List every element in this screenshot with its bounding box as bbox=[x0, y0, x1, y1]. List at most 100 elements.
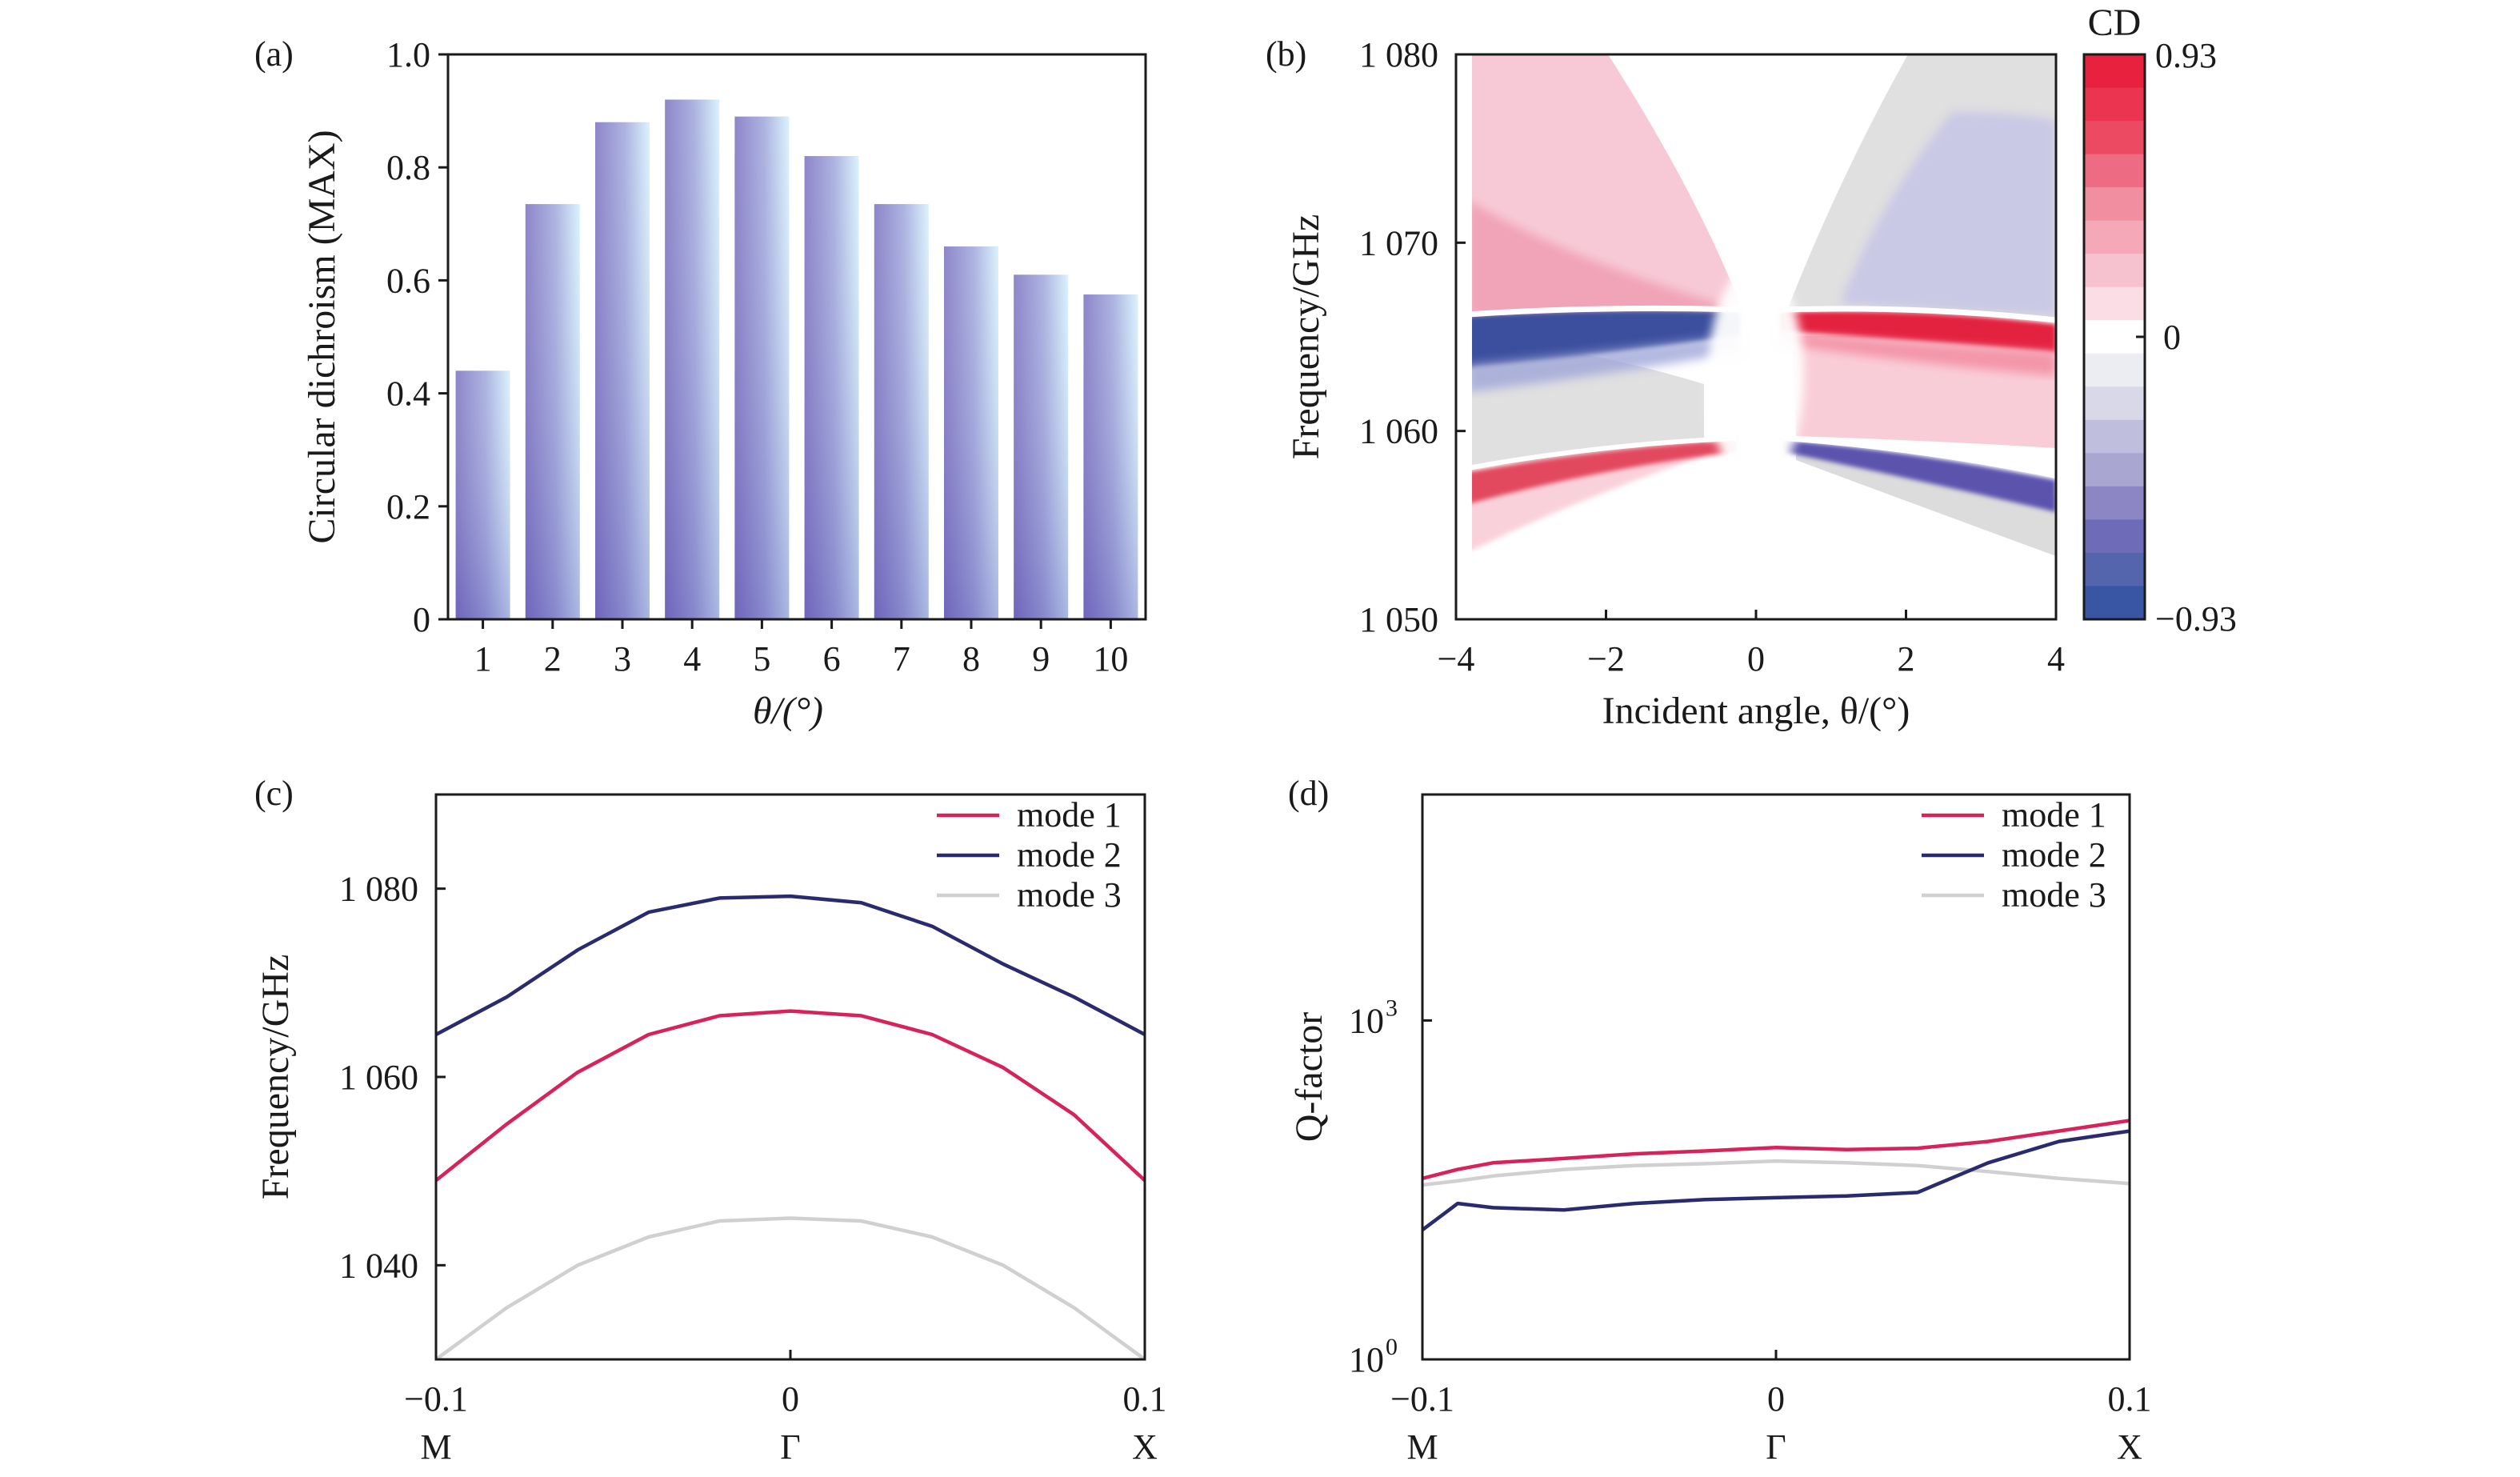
xtick-label: −4 bbox=[1438, 639, 1475, 678]
panel-a-xlabel: θ/(°) bbox=[753, 690, 823, 732]
ytick-label: 1 050 bbox=[1359, 600, 1438, 639]
xtick-label: 2 bbox=[1898, 639, 1915, 678]
colorbar-max-label: 0.93 bbox=[2155, 36, 2217, 75]
upper-arc-right bbox=[1778, 306, 2056, 323]
legend-label: mode 1 bbox=[2002, 795, 2106, 835]
colorbar-step bbox=[2084, 486, 2145, 521]
bar-shade-7 bbox=[874, 204, 929, 620]
ytick-label: 0.8 bbox=[386, 148, 430, 187]
line-mode-1 bbox=[434, 1009, 1146, 1183]
colorbar-step bbox=[2084, 320, 2145, 354]
xtick-label: 5 bbox=[753, 639, 770, 678]
ytick-label: 0.6 bbox=[386, 261, 430, 300]
xtick-label: 3 bbox=[614, 639, 631, 678]
panel-a-label: (a) bbox=[254, 34, 294, 74]
ytick-label: 1 060 bbox=[339, 1058, 418, 1097]
colorbar-step bbox=[2084, 154, 2145, 189]
panel-b-xticks: −4 −2 0 2 4 bbox=[1438, 610, 2065, 678]
lower-band-left bbox=[1468, 440, 1736, 504]
center-region bbox=[1708, 264, 1804, 488]
upper-band-left-halo bbox=[1468, 334, 1740, 392]
line-mode-2 bbox=[434, 894, 1146, 1036]
xtick-symbol: X bbox=[2117, 1427, 2142, 1467]
colorbar-step bbox=[2084, 254, 2145, 288]
ytick-label: 0.4 bbox=[386, 374, 430, 414]
colorbar-min-label: −0.93 bbox=[2155, 599, 2237, 638]
colorbar-step bbox=[2084, 220, 2145, 255]
legend-label: mode 3 bbox=[1017, 875, 1122, 915]
lower-arc-left bbox=[1467, 436, 1737, 470]
ytick-label: 1 080 bbox=[339, 870, 418, 909]
bar-shade-9 bbox=[1014, 274, 1069, 619]
panel-b-heatmap-field bbox=[1456, 54, 2056, 619]
colorbar-step bbox=[2084, 586, 2145, 620]
panel-b-colorbar: CD 0.93 0 −0.93 bbox=[2082, 2, 2237, 638]
ytick-label: 1 040 bbox=[339, 1246, 418, 1285]
panel-b-xlabel: Incident angle, θ/(°) bbox=[1602, 690, 1910, 732]
colorbar-step bbox=[2084, 419, 2145, 454]
colorbar-step bbox=[2084, 353, 2145, 388]
legend-label: mode 3 bbox=[2002, 875, 2106, 915]
xtick-label: −0.1 bbox=[1390, 1379, 1454, 1419]
legend-label: mode 2 bbox=[2002, 835, 2106, 875]
colorbar-mid-label: 0 bbox=[2163, 318, 2181, 357]
colorbar-step bbox=[2084, 54, 2145, 89]
xtick-symbol: M bbox=[420, 1427, 451, 1467]
panel-c-yticks: 1 040 1 060 1 080 bbox=[339, 870, 446, 1285]
xtick-label: 0 bbox=[1747, 639, 1765, 678]
colorbar-step bbox=[2084, 121, 2145, 155]
ytick-exponent: 3 bbox=[1386, 995, 1398, 1021]
bar-shade-6 bbox=[804, 156, 859, 619]
upper-band-right bbox=[1780, 311, 2056, 352]
panel-d-xticks: −0.1 M 0 Γ 0.1 X bbox=[1390, 1350, 2152, 1467]
xtick-label: 0 bbox=[782, 1379, 799, 1419]
ytick-label: 1 070 bbox=[1359, 223, 1438, 262]
panel-a-ylabel: Circular dichroism (MAX) bbox=[301, 130, 343, 543]
upper-band-left bbox=[1468, 310, 1740, 368]
line-mode-2 bbox=[1421, 1129, 2130, 1232]
panel-a-bars bbox=[455, 99, 1138, 620]
xtick-label: 0.1 bbox=[1123, 1379, 1167, 1419]
ytick-label: 1.0 bbox=[386, 35, 430, 74]
xtick-label: −2 bbox=[1587, 639, 1625, 678]
heatmap-region-left-upper-strong bbox=[1468, 200, 1720, 318]
xtick-symbol: Γ bbox=[780, 1427, 800, 1467]
heatmap-region-right-lower bbox=[1796, 448, 2056, 556]
bar-shade-10 bbox=[1083, 294, 1138, 619]
xtick-label: 4 bbox=[683, 639, 701, 678]
ytick-exponent: 0 bbox=[1386, 1334, 1398, 1360]
colorbar-step bbox=[2084, 519, 2145, 554]
panel-a-frame bbox=[446, 53, 1147, 621]
upper-band-right-halo bbox=[1780, 332, 2056, 376]
panel-b-heatmap: (b) 1 bbox=[1266, 2, 2237, 732]
panel-d-yticks: 10 010 3 bbox=[1349, 995, 1432, 1379]
panel-d-ylabel: Q-factor bbox=[1288, 1012, 1330, 1143]
bar-shade-2 bbox=[525, 204, 580, 620]
xtick-label: 10 bbox=[1093, 639, 1128, 678]
panel-c-label: (c) bbox=[254, 774, 294, 813]
colorbar-step bbox=[2084, 187, 2145, 222]
colorbar-step bbox=[2084, 552, 2145, 587]
line-mode-3 bbox=[1422, 1159, 2130, 1187]
ytick-label: 1 060 bbox=[1359, 412, 1438, 451]
xtick-symbol: Γ bbox=[1766, 1427, 1786, 1467]
xtick-label: 4 bbox=[2047, 639, 2065, 678]
xtick-label: 0.1 bbox=[2108, 1379, 2152, 1419]
panel-a-xticks: 1 2 3 4 5 6 7 8 9 10 bbox=[474, 619, 1128, 678]
panel-b-label: (b) bbox=[1266, 34, 1306, 74]
panel-c-line-chart: (c) 1 040 1 060 1 080 −0.1 M 0 Γ 0.1 X Frequenc… bbox=[254, 774, 1167, 1467]
panel-c-ylabel: Frequency/GHz bbox=[254, 955, 297, 1200]
xtick-label: 9 bbox=[1032, 639, 1050, 678]
panel-d-lines bbox=[1421, 1119, 2130, 1232]
line-mode-1 bbox=[1422, 1119, 2130, 1180]
ytick-label: 0 bbox=[413, 600, 430, 639]
xtick-label: 1 bbox=[474, 639, 492, 678]
xtick-label: −0.1 bbox=[404, 1379, 468, 1419]
lower-arc-right bbox=[1783, 436, 2056, 478]
line-mode-3 bbox=[434, 1216, 1146, 1361]
colorbar-steps bbox=[2084, 54, 2145, 620]
legend-label: mode 2 bbox=[1017, 835, 1122, 875]
colorbar-step bbox=[2084, 87, 2145, 122]
